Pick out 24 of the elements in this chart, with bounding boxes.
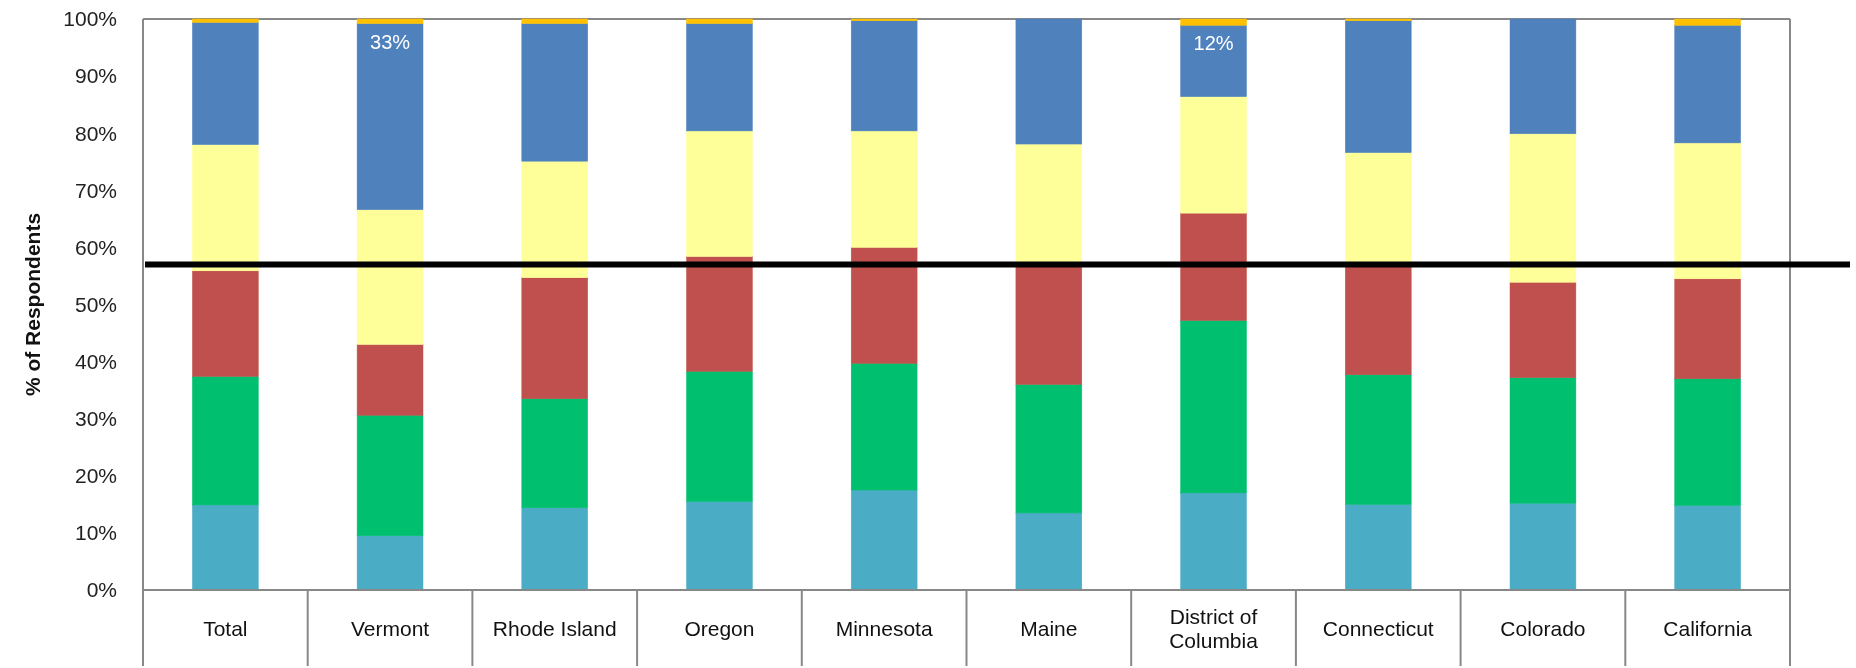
y-tick-label: 10% [74,521,117,545]
x-tick-label: District of Columbia [1169,605,1259,653]
x-tick-label: California [1663,617,1753,641]
y-tick-label: 80% [74,121,117,145]
x-tick-label: Minnesota [835,617,933,641]
x-tick-label: Oregon [684,617,755,641]
x-tick-label: Rhode Island [492,617,617,641]
y-tick-label: 50% [74,292,117,316]
y-tick-label: 70% [74,178,117,202]
y-tick-label: 100% [63,7,117,31]
x-tick-label: Maine [1020,617,1078,641]
x-tick-label: Total [203,617,248,641]
y-tick-label: 90% [74,64,117,88]
y-tick-label: 0% [86,578,117,602]
y-tick-label: 40% [74,349,117,373]
x-tick-label: Vermont [350,617,430,641]
x-tick-label: Connecticut [1322,617,1434,641]
y-tick-label: 30% [74,407,117,431]
y-tick-label: 60% [74,235,117,259]
y-tick-label: 20% [74,464,117,488]
data-label: 33% [370,30,411,53]
y-axis-title: % of Respondents [21,212,44,397]
data-label: 12% [1193,32,1234,55]
x-tick-label: Colorado [1500,617,1586,641]
